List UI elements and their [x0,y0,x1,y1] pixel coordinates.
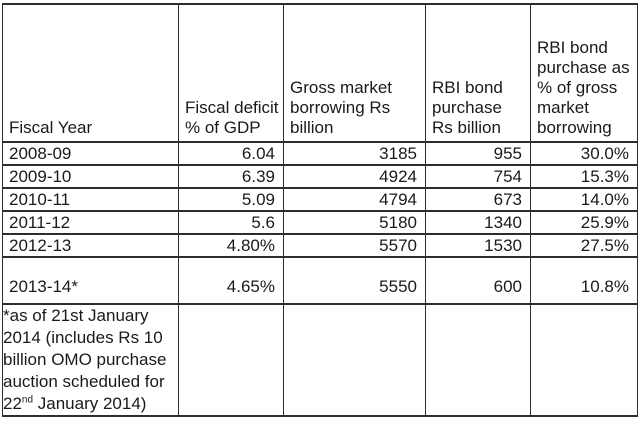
cell-fiscal-year: 2009-10 [2,164,179,189]
cell-purchase: 754 [425,164,531,189]
cell-borrowing: 4924 [283,164,426,189]
cell-deficit: 4.65% [178,256,284,305]
footnote-text: *as of 21st January 2014 (includes Rs 10… [3,306,167,413]
header-cell-fiscal-year: Fiscal Year [2,3,179,143]
footnote-text-end: January 2014) [33,394,147,413]
cell-purchase-pct: 10.8% [530,256,638,305]
cell-fiscal-year: 2013-14* [2,256,179,305]
cell-deficit: 5.09 [178,187,284,212]
cell-deficit: 6.39 [178,164,284,189]
cell-fiscal-year: 2012-13 [2,233,179,258]
cell-purchase-pct: 30.0% [530,141,638,166]
cell-purchase-pct: 15.3% [530,164,638,189]
empty-cell [178,303,284,417]
footnote-row: *as of 21st January 2014 (includes Rs 10… [2,303,638,417]
cell-purchase: 600 [425,256,531,305]
cell-borrowing: 4794 [283,187,426,212]
header-cell-rbi-purchase: RBI bond purchase Rs billion [425,3,531,143]
header-cell-rbi-purchase-pct: RBI bond purchase as % of gross market b… [530,3,638,143]
fiscal-data-table: Fiscal Year Fiscal deficit % of GDP Gros… [2,3,638,417]
footnote-superscript: nd [21,394,34,406]
table-row-2010-11: 2010-11 5.09 4794 673 14.0% [2,187,638,212]
cell-purchase: 1340 [425,210,531,235]
cell-purchase-pct: 27.5% [530,233,638,258]
header-row: Fiscal Year Fiscal deficit % of GDP Gros… [2,3,638,143]
cell-purchase-pct: 25.9% [530,210,638,235]
cell-deficit: 4.80% [178,233,284,258]
empty-cell [425,303,531,417]
cell-deficit: 5.6 [178,210,284,235]
cell-deficit: 6.04 [178,141,284,166]
cell-borrowing: 5550 [283,256,426,305]
table-row-2008-09: 2008-09 6.04 3185 955 30.0% [2,141,638,166]
cell-borrowing: 5180 [283,210,426,235]
cell-purchase: 673 [425,187,531,212]
cell-purchase: 955 [425,141,531,166]
header-cell-fiscal-deficit: Fiscal deficit % of GDP [178,3,284,143]
table-row-2013-14: 2013-14* 4.65% 5550 600 10.8% [2,256,638,305]
header-cell-gross-borrowing: Gross market borrowing Rs billion [283,3,426,143]
cell-borrowing: 5570 [283,233,426,258]
table-row-2012-13: 2012-13 4.80% 5570 1530 27.5% [2,233,638,258]
empty-cell [530,303,638,417]
cell-purchase-pct: 14.0% [530,187,638,212]
cell-borrowing: 3185 [283,141,426,166]
empty-cell [283,303,426,417]
cell-fiscal-year: 2010-11 [2,187,179,212]
cell-purchase: 1530 [425,233,531,258]
cell-fiscal-year: 2008-09 [2,141,179,166]
footnote: *as of 21st January 2014 (includes Rs 10… [2,303,179,417]
cell-fiscal-year: 2011-12 [2,210,179,235]
table-row-2011-12: 2011-12 5.6 5180 1340 25.9% [2,210,638,235]
table-row-2009-10: 2009-10 6.39 4924 754 15.3% [2,164,638,189]
